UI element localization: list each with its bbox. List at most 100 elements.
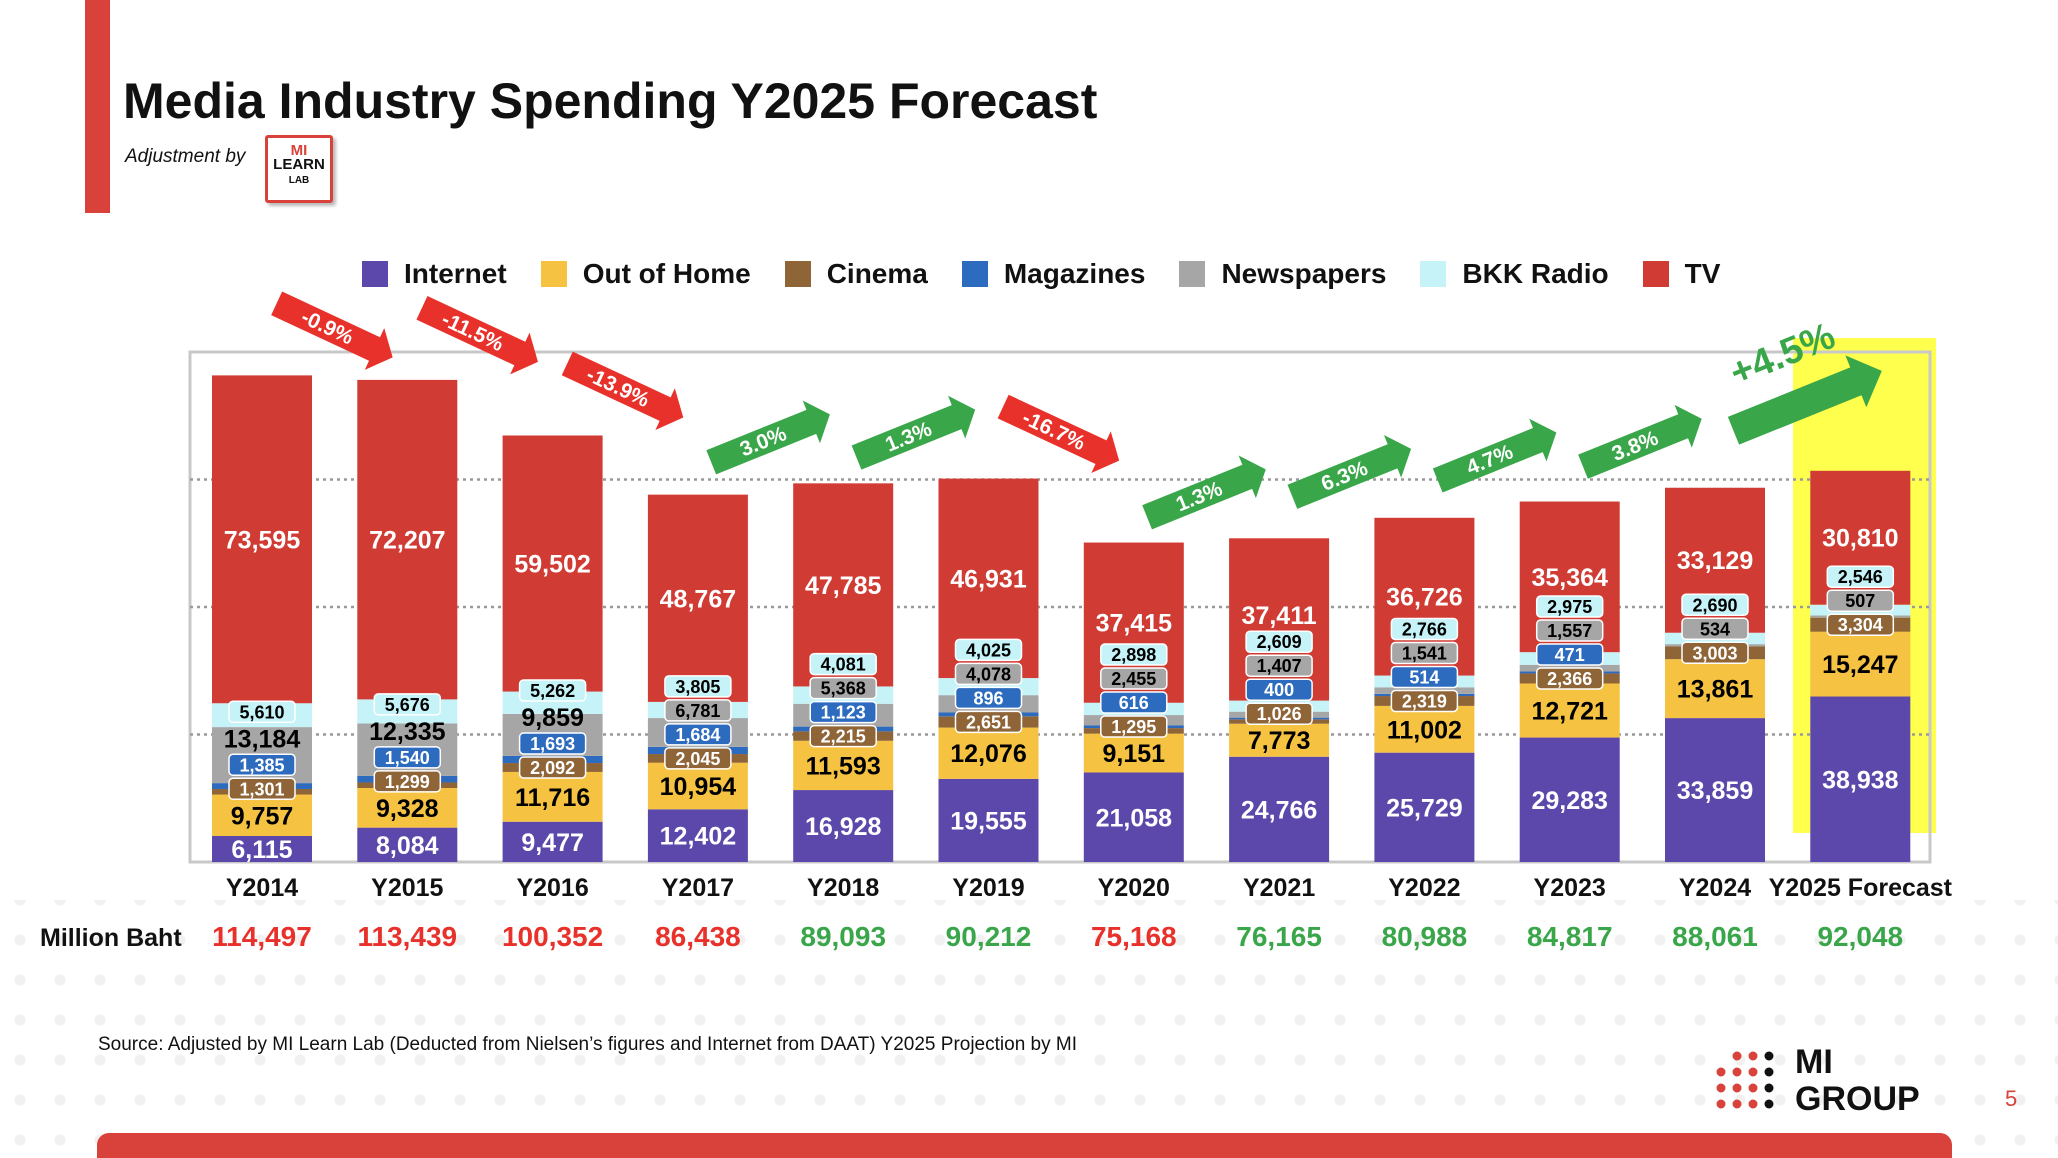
page-number: 5 — [2005, 1086, 2018, 1111]
logo-dot — [1764, 1051, 1774, 1061]
data-label-tag — [1245, 654, 1313, 677]
bar-segment-out-of-home — [1665, 659, 1765, 719]
data-label-tag — [373, 746, 442, 769]
data-label-group: 35,364 — [1531, 564, 1608, 592]
data-label-tag — [1826, 613, 1895, 636]
data-label: 47,785 — [805, 572, 882, 600]
data-label-tag — [954, 662, 1023, 686]
data-label-group: 73,595 — [224, 526, 301, 554]
x-tick-label: Y2023 — [1534, 874, 1606, 902]
data-label-group: 1,301 — [228, 777, 296, 801]
data-label: 16,928 — [805, 813, 882, 841]
data-label-group: 1,026 — [1245, 702, 1313, 725]
data-label: 12,076 — [950, 740, 1026, 768]
data-label-tag — [664, 699, 732, 722]
legend-item: Newspapers — [1179, 258, 1386, 290]
data-label: 9,477 — [521, 829, 584, 857]
data-label-group: 2,609 — [1245, 630, 1313, 653]
data-label-tag — [809, 724, 877, 748]
data-label: 896 — [973, 688, 1003, 708]
data-label: 4,025 — [966, 640, 1011, 660]
data-label-group: 3,805 — [664, 675, 732, 698]
data-label: 11,716 — [515, 784, 590, 812]
data-label-tag — [228, 777, 296, 801]
data-label: 4,081 — [821, 655, 866, 675]
data-label: 6,115 — [231, 836, 292, 864]
bar-segment-internet — [1083, 772, 1184, 862]
data-label-group: 4,025 — [954, 638, 1023, 662]
bar-segment-internet — [938, 778, 1039, 862]
legend-swatch — [961, 261, 988, 287]
arrow-up-icon — [1142, 455, 1266, 530]
data-label-tag — [1245, 678, 1313, 701]
data-label: 12,721 — [1531, 698, 1608, 726]
data-label-tag — [1535, 643, 1604, 666]
data-label-group: 2,366 — [1535, 667, 1604, 690]
data-label-group: 9,477 — [521, 829, 584, 857]
data-label-tag — [1535, 595, 1604, 618]
data-label-group: 2,045 — [664, 747, 732, 770]
x-tick-label: Y2016 — [516, 874, 588, 902]
bar-segment-out-of-home — [793, 740, 894, 791]
data-label: 30,810 — [1822, 525, 1898, 553]
data-label-tag — [518, 732, 587, 755]
data-label-group: 2,215 — [809, 724, 877, 748]
change-label: -13.9% — [583, 363, 653, 412]
data-label-tag — [1681, 593, 1749, 617]
legend-swatch — [1179, 261, 1206, 287]
legend-item: Internet — [362, 258, 507, 290]
data-label: 616 — [1119, 693, 1149, 713]
data-label-group: 25,729 — [1386, 794, 1462, 822]
data-label-group: 24,766 — [1241, 796, 1317, 824]
data-label-group: 9,328 — [376, 795, 439, 823]
data-label-group: 59,502 — [514, 551, 590, 579]
total-value: 89,093 — [800, 921, 886, 952]
data-label-group: 13,184 — [224, 725, 301, 753]
arrow-down-icon — [997, 394, 1120, 474]
data-label-tag — [664, 723, 732, 746]
data-label: 3,304 — [1838, 615, 1883, 635]
data-label-group: 12,076 — [950, 740, 1026, 768]
data-label-group: 3,304 — [1826, 613, 1895, 636]
total-value: 92,048 — [1817, 921, 1903, 952]
data-label-group: 5,610 — [228, 700, 296, 724]
data-label-group: 37,415 — [1096, 610, 1173, 638]
x-tick-label: Y2017 — [662, 874, 734, 902]
data-label: 1,684 — [675, 725, 720, 745]
legend-label: TV — [1684, 258, 1721, 289]
data-label-group: 47,785 — [805, 572, 882, 600]
total-value: 84,817 — [1527, 921, 1613, 952]
logo-dot — [1732, 1067, 1742, 1077]
data-label-group: 8,084 — [376, 832, 439, 860]
logo-dot — [1732, 1099, 1742, 1109]
data-label: 514 — [1409, 667, 1439, 687]
total-value: 75,168 — [1091, 921, 1177, 952]
bar-segment-internet — [1519, 737, 1620, 862]
data-label: 1,541 — [1402, 643, 1447, 663]
legend-item: Cinema — [784, 258, 928, 290]
arrow-up-icon — [1578, 404, 1702, 479]
data-label: 2,092 — [530, 758, 575, 778]
change-arrow: -13.9% — [561, 351, 684, 430]
bar-segment-out-of-home — [357, 787, 458, 828]
data-label-group: 2,651 — [954, 710, 1023, 734]
bar-segment-internet — [357, 827, 458, 862]
data-label-group: 1,541 — [1390, 641, 1459, 665]
data-label: 2,609 — [1257, 632, 1302, 652]
data-label-group: 1,684 — [664, 723, 732, 746]
total-value: 76,165 — [1236, 921, 1322, 952]
data-label-group: 29,283 — [1531, 787, 1607, 815]
legend-swatch — [1642, 261, 1669, 287]
data-label: 5,368 — [821, 679, 866, 699]
data-label-group: 1,540 — [373, 746, 442, 769]
data-label-group: 12,402 — [660, 823, 736, 851]
x-tick-label: Y2015 — [371, 874, 443, 902]
data-label-group: 33,129 — [1677, 547, 1753, 575]
logo-dot — [1716, 1067, 1726, 1077]
x-tick-label: Y2019 — [952, 874, 1024, 902]
data-label-group: 2,766 — [1390, 617, 1459, 641]
data-label-group: 48,767 — [660, 585, 736, 613]
arrow-down-icon — [561, 351, 684, 430]
total-value: 100,352 — [502, 921, 603, 952]
data-label-group: 11,716 — [515, 784, 590, 812]
